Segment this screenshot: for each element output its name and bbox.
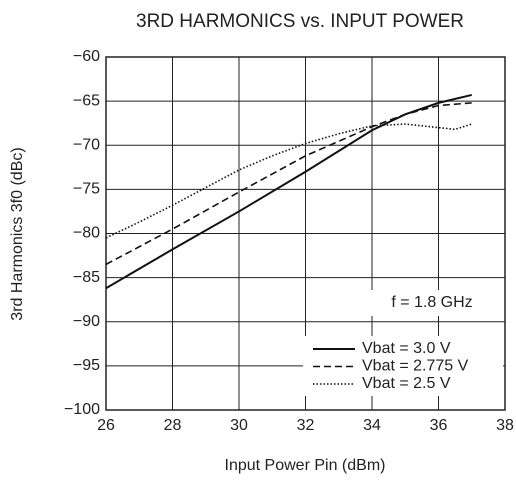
series-line <box>105 93 472 290</box>
y-tick-label: −70 <box>73 136 100 153</box>
x-tick-label: 32 <box>297 417 315 434</box>
y-tick-label: −60 <box>73 48 100 65</box>
y-tick-label: −75 <box>73 181 100 198</box>
y-tick-label: −90 <box>73 313 100 330</box>
series-line <box>105 102 472 266</box>
x-axis-label: Input Power Pin (dBm) <box>225 457 386 474</box>
annotation-bg <box>360 290 500 316</box>
annotation: f = 1.8 GHz <box>391 294 472 311</box>
y-tick-label: −80 <box>73 225 100 242</box>
y-axis-label: 3rd Harmonics 3f0 (dBc) <box>9 147 26 320</box>
y-tick-label: −95 <box>73 357 100 374</box>
x-tick-label: 28 <box>164 417 182 434</box>
legend-label: Vbat = 3.0 V <box>362 340 451 357</box>
y-tick-label: −65 <box>73 92 100 109</box>
x-tick-label: 34 <box>363 417 381 434</box>
x-tick-label: 38 <box>496 417 514 434</box>
y-tick-label: −100 <box>64 401 100 418</box>
chart-title: 3RD HARMONICS vs. INPUT POWER <box>136 11 464 32</box>
x-tick-label: 26 <box>97 417 115 434</box>
x-tick-label: 30 <box>230 417 248 434</box>
legend-label: Vbat = 2.5 V <box>362 375 451 392</box>
y-tick-label: −85 <box>73 269 100 286</box>
legend-label: Vbat = 2.775 V <box>362 358 469 375</box>
x-tick-label: 36 <box>430 417 448 434</box>
series-line <box>105 123 472 239</box>
plot-frame <box>105 56 506 411</box>
